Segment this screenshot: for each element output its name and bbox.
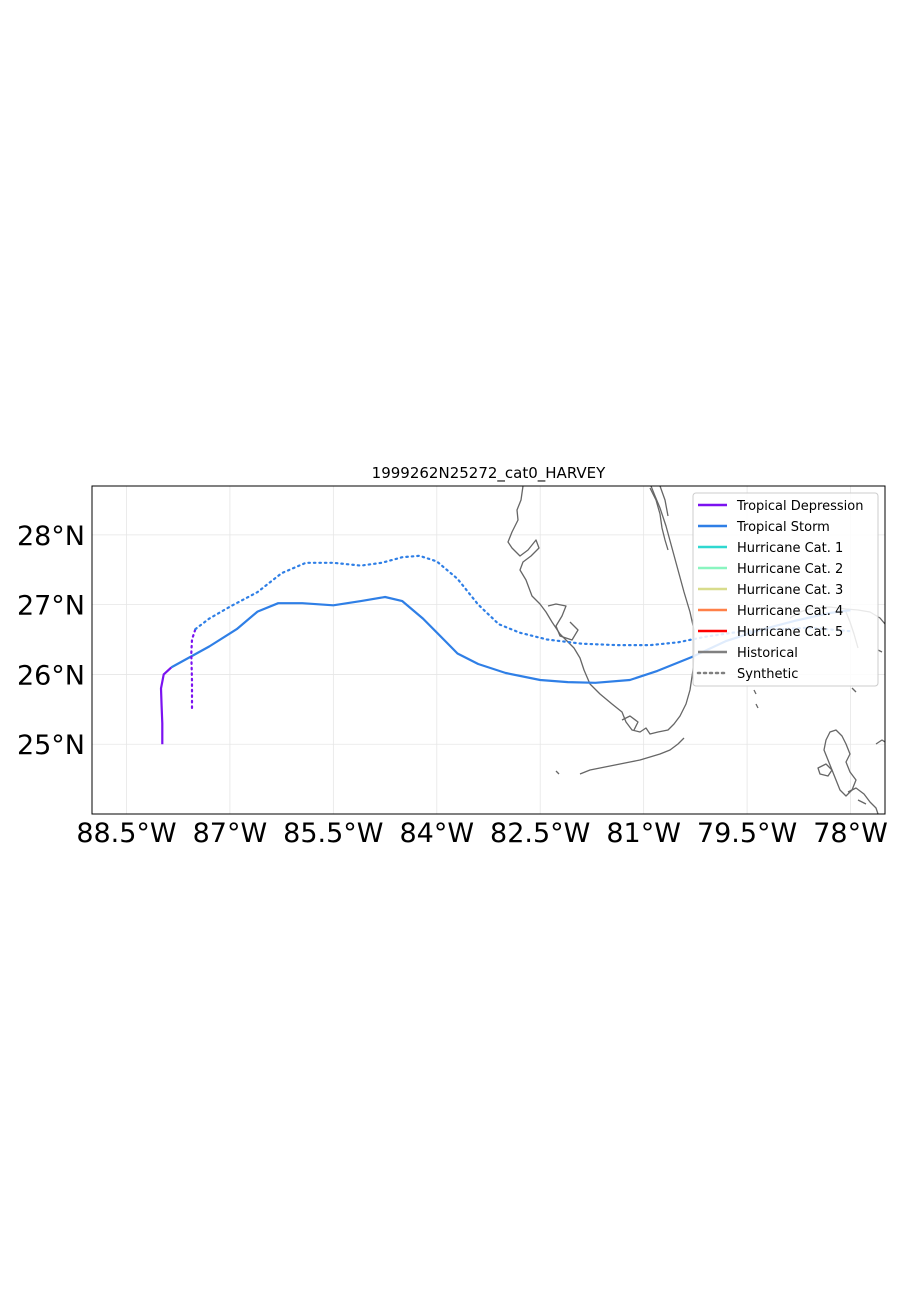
dry-tortugas: [555, 770, 560, 775]
legend: Tropical Depression Tropical Storm Hurrica…: [692, 492, 879, 687]
legend-label-5: Hurricane Cat. 4: [737, 604, 843, 619]
y-tick-label-0: 25°N: [17, 730, 85, 761]
y-tick-label-1: 26°N: [17, 660, 85, 691]
x-tick-label-7: 78°W: [813, 818, 888, 849]
exuma-cays: [847, 787, 879, 814]
legend-label-7: Historical: [737, 646, 798, 661]
andros-west-cays: [817, 763, 833, 777]
y-axis-ticks: 25°N 26°N 27°N 28°N: [17, 521, 85, 761]
y-tick-label-2: 27°N: [17, 591, 85, 622]
x-tick-label-2: 85.5°W: [283, 818, 383, 849]
x-tick-label-1: 87°W: [193, 818, 268, 849]
plot-frame: [91, 485, 886, 815]
x-tick-label-5: 81°W: [606, 818, 681, 849]
legend-label-2: Hurricane Cat. 1: [737, 541, 843, 556]
track-synthetic-tropical-depression: [190, 628, 197, 709]
x-tick-label-3: 84°W: [400, 818, 475, 849]
legend-label-4: Hurricane Cat. 3: [737, 583, 843, 598]
tampa-bay-coastline: [547, 603, 579, 641]
legend-label-3: Hurricane Cat. 2: [737, 562, 843, 577]
east-coast-lagoon: [649, 486, 669, 551]
x-axis-ticks: 88.5°W 87°W 85.5°W 84°W 82.5°W 81°W 79.5°W 78°W: [76, 818, 887, 849]
chart-title: 1999262N25272_cat0_HARVEY: [372, 464, 606, 483]
x-tick-label-4: 82.5°W: [490, 818, 590, 849]
southwest-shore: [621, 715, 639, 731]
legend-label-0: Tropical Depression: [736, 499, 863, 514]
new-providence: [875, 739, 885, 745]
x-tick-label-0: 88.5°W: [76, 818, 176, 849]
y-tick-label-3: 28°N: [17, 521, 85, 552]
bahamas-east-shore: [877, 649, 883, 653]
legend-label-8: Synthetic: [737, 667, 798, 682]
legend-box: [692, 492, 879, 687]
legend-label-1: Tropical Storm: [736, 520, 830, 535]
bimini: [753, 689, 759, 709]
berry-islands: [851, 687, 857, 693]
florida-keys: [579, 737, 685, 775]
track-historical-tropical-depression: [159, 666, 173, 745]
legend-label-6: Hurricane Cat. 5: [737, 625, 843, 640]
x-tick-label-6: 79.5°W: [697, 818, 797, 849]
